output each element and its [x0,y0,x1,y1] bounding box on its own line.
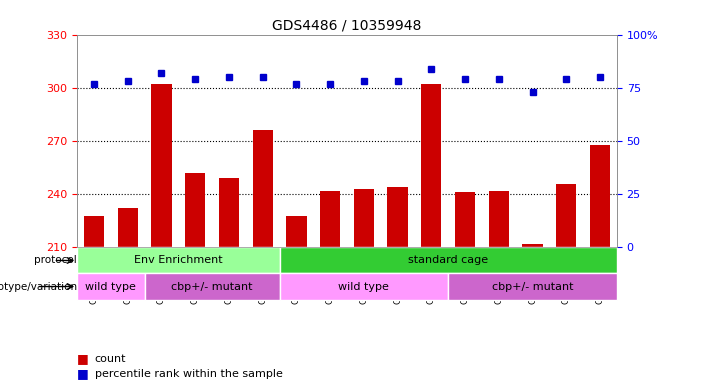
Bar [219,178,239,247]
FancyBboxPatch shape [448,273,617,300]
Bar [354,189,374,247]
Bar [185,173,205,247]
Text: wild type: wild type [86,281,136,291]
Text: ■: ■ [77,353,89,366]
Bar [489,191,509,247]
Text: genotype/variation: genotype/variation [0,281,77,291]
FancyBboxPatch shape [280,273,448,300]
Bar [421,84,442,247]
Bar [320,191,340,247]
FancyBboxPatch shape [144,273,280,300]
Bar [151,84,172,247]
FancyBboxPatch shape [280,247,617,273]
Bar [252,131,273,247]
Text: Env Enrichment: Env Enrichment [134,255,223,265]
Text: cbp+/- mutant: cbp+/- mutant [492,281,573,291]
FancyBboxPatch shape [77,273,144,300]
Text: count: count [95,354,126,364]
Bar [455,192,475,247]
Text: wild type: wild type [339,281,389,291]
Bar [84,215,104,247]
Bar [590,144,610,247]
Bar [118,209,138,247]
Text: percentile rank within the sample: percentile rank within the sample [95,369,283,379]
Title: GDS4486 / 10359948: GDS4486 / 10359948 [272,18,422,32]
Text: protocol: protocol [34,255,77,265]
Bar [388,187,408,247]
Text: cbp+/- mutant: cbp+/- mutant [171,281,253,291]
Bar [556,184,576,247]
Bar [286,215,306,247]
Text: ■: ■ [77,367,89,380]
FancyBboxPatch shape [77,247,280,273]
Bar [522,244,543,247]
Text: standard cage: standard cage [408,255,489,265]
